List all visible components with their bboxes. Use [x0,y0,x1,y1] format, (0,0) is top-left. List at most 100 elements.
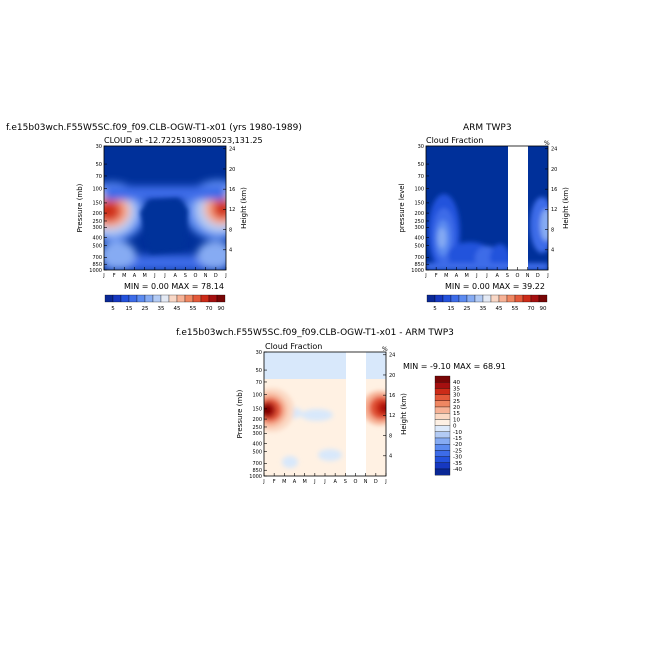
panel3-ytick-label: 850 [252,468,262,474]
panel1-colorbar-swatch [112,294,122,303]
panel2-colorbar-label: 70 [528,306,535,312]
panel3-colorbar-swatch [434,413,451,420]
panel3-colorbar-label: -40 [453,467,462,473]
panel2-colorbar-swatch [506,294,516,303]
panel3-ytick-label: 50 [256,368,262,374]
panel3-ytick-label: 1000 [249,474,262,480]
panel3-heatmap [264,352,386,476]
panel3-ytick-label: 400 [252,441,262,447]
panel1-colorbar-swatch [176,294,186,303]
panel2-xtick-label: M [465,273,469,279]
panel1-colorbar-swatch [120,294,130,303]
panel2-colorbar-swatch [482,294,492,303]
panel1-xtick-label: D [214,273,218,279]
panel1-colorbar-swatch [216,294,226,303]
panel1-ytick-label: 50 [96,162,102,168]
panel2-colorbar-swatch [466,294,476,303]
panel3-stats: MIN = -9.10 MAX = 68.91 [403,362,506,371]
panel2-ytick-label: 100 [414,186,424,192]
panel2-colorbar-swatch [530,294,540,303]
panel2-colorbar-swatch [522,294,532,303]
panel3-axes: J F M A M J J A S O N D J305070100150200250300400500… [236,346,408,485]
panel3-ytick-right-label: 4 [389,454,392,460]
panel2-ytick-label: 150 [414,201,424,207]
panel2-xtick-label: J [475,273,477,279]
panel3-ytick-right-label: 24 [389,353,395,359]
panel1-ytick-label: 500 [92,243,102,249]
panel2-xtick-label: J [546,273,548,279]
panel3-ytick-label: 500 [252,449,262,455]
panel3-colorbar-swatch [434,425,451,432]
panel3-colorbar-swatch [434,456,451,463]
panel2-ytick-right-label: 8 [551,227,554,233]
panel2-ytick-label: 200 [414,211,424,217]
panel3-colorbar-label: 20 [453,405,460,411]
panel3-ytick-label: 100 [252,392,262,398]
panel1-ytick-label: 1000 [89,268,102,274]
panel3-xtick-label: N [364,479,368,485]
panel1-xtick-label: A [133,273,137,279]
panel2-colorbar-swatch [426,294,436,303]
panel1-colorbar-swatch [152,294,162,303]
panel1-xtick-label: N [204,273,208,279]
panel2-subtitle: Cloud Fraction [426,136,484,145]
panel1-xtick-label: S [184,273,187,279]
panel3-colorbar-label: 15 [453,411,460,417]
panel2-colorbar-label: 15 [448,306,455,312]
panel3-ytick-label: 250 [252,425,262,431]
panel3-colorbar-swatch [434,468,451,476]
panel2-colorbar-label: 5 [433,306,437,312]
panel3-colorbar-swatch [434,394,451,401]
panel3-missing-data-band [346,352,366,476]
panel2-colorbar-swatch [498,294,508,303]
panel3-ytick-right-label: 12 [389,413,395,419]
panel1-colorbar: 5 15 25 35 45 55 70 90 [104,294,226,312]
panel3-colorbar-label: -15 [453,436,462,442]
panel2-colorbar-label: 90 [540,306,547,312]
panel1-xtick-label: M [143,273,147,279]
panel1-ytick-right-label: 4 [229,248,232,254]
panel2-xtick-label: J [485,273,487,279]
panel1-heatmap [104,146,226,270]
panel3-colorbar-label: 40 [453,380,460,386]
panel2-colorbar-swatch [458,294,468,303]
panel3-colorbar-swatch [434,462,451,470]
panel2-stats: MIN = 0.00 MAX = 39.22 [445,282,545,291]
panel1-ytick-label: 850 [92,262,102,268]
panel3-colorbar-label: -10 [453,430,462,436]
panel1-ytick-label: 100 [92,186,102,192]
panel2-ytick-label: 70 [418,174,424,180]
panel1-xtick-label: A [173,273,177,279]
panel3-xtick-label: S [344,479,347,485]
colorbars-layer: 5 15 25 35 45 55 70 90 5 15 25 35 45 55 70 904035302520… [104,294,548,476]
panel2-xtick-label: F [435,273,438,279]
panel2-colorbar-label: 25 [464,306,471,312]
panel2-xtick-label: N [526,273,530,279]
panel1-colorbar-label: 70 [206,306,213,312]
panel3-colorbar-label: 30 [453,393,460,399]
panel1-ytick-right-label: 20 [229,167,235,173]
panel1-stats: MIN = 0.00 MAX = 78.14 [124,282,224,291]
panel3-title: f.e15b03wch.F55W5SC.f09_f09.CLB-OGW-T1-x… [176,328,454,338]
panel3-colorbar-label: 10 [453,417,460,423]
panel3-xtick-label: M [282,479,286,485]
panel3-colorbar-swatch [434,406,451,414]
panel3-subtitle: Cloud Fraction [265,342,323,351]
panel1-xtick-label: J [102,273,104,279]
panel3-ytick-label: 70 [256,380,262,386]
panel3-ytick-right-label: 20 [389,373,395,379]
panel3-colorbar-swatch [434,400,451,408]
panel3-colorbar-swatch [434,388,451,395]
panel2-colorbar-label: 45 [496,306,503,312]
panel1-colorbar-swatch [136,294,146,303]
panel3-colorbar-swatch [434,382,451,389]
panel2-ytick-right-label: 4 [551,248,554,254]
panel2-colorbar-swatch [450,294,460,303]
panel3-colorbar-label: 25 [453,399,460,405]
panel3-colorbar-label: -35 [453,461,462,467]
panel1-xtick-label: J [224,273,226,279]
panel2-xtick-label: A [495,273,499,279]
panel1-ylabel-right: Height (km) [240,187,248,229]
panel1-ytick-label: 250 [92,219,102,225]
